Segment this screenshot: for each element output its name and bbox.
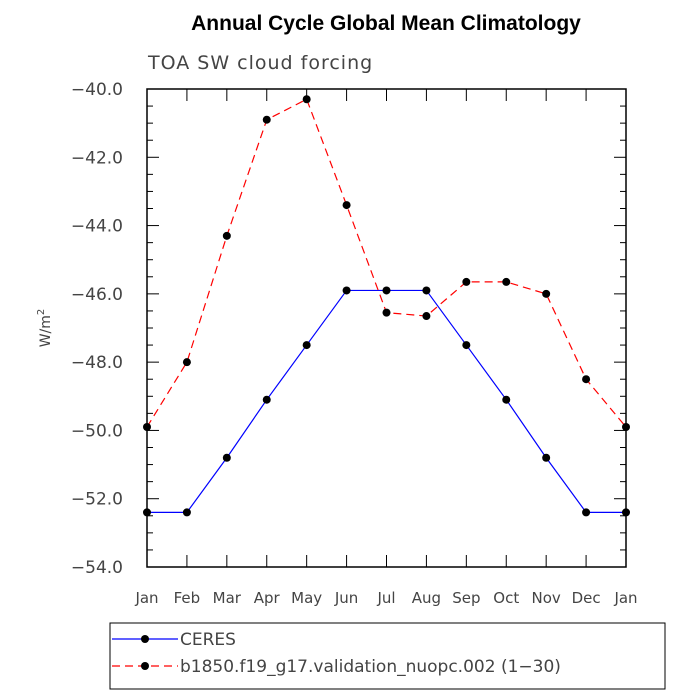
plot-frame xyxy=(146,88,627,568)
legend-marker-2 xyxy=(141,662,149,670)
series-1-point xyxy=(342,286,351,295)
chart-title: Annual Cycle Global Mean Climatology xyxy=(191,12,581,35)
series-2-point xyxy=(143,423,151,432)
plot-area xyxy=(143,88,630,568)
axis-ticks xyxy=(146,88,627,568)
series-1-point xyxy=(462,341,471,350)
y-tick-label: −44.0 xyxy=(71,217,123,237)
x-tick-labels: Jan Feb Mar Apr May Jun Jul Aug Sep Oct Nov Dec Jan xyxy=(134,589,637,607)
series-2-point xyxy=(262,115,271,124)
x-tick-label: Nov xyxy=(532,589,561,607)
legend: CERES b1850.f19_g17.validation_nuopc.002 … xyxy=(109,622,666,690)
legend-marker-1 xyxy=(141,635,149,643)
x-tick-label: Aug xyxy=(412,589,441,607)
series-2-point xyxy=(502,277,511,286)
y-tick-label: −48.0 xyxy=(71,353,123,373)
x-tick-label: Jan xyxy=(613,589,637,607)
y-axis-label-superscript: 2 xyxy=(36,309,47,315)
series-1-point xyxy=(302,341,311,350)
series-1-point xyxy=(622,508,630,517)
y-tick-label: −42.0 xyxy=(71,148,123,168)
x-tick-label: Jun xyxy=(334,589,358,607)
series-2-point xyxy=(622,423,630,432)
series-line-1 xyxy=(147,289,626,513)
x-tick-label: Feb xyxy=(174,589,201,607)
series-2-point xyxy=(182,358,191,367)
series-1-point xyxy=(182,508,191,517)
series-2-point xyxy=(222,231,231,240)
y-tick-labels: −40.0 −42.0 −44.0 −46.0 −48.0 −50.0 −52.0 −54.0 xyxy=(71,80,123,578)
series-1-point xyxy=(262,395,271,404)
series-2-point xyxy=(382,308,391,317)
series-1-point xyxy=(382,286,391,295)
series-2-point xyxy=(582,375,591,384)
y-tick-label: −40.0 xyxy=(71,80,123,100)
series-1-point xyxy=(143,508,151,517)
x-tick-label: Jul xyxy=(376,589,395,607)
legend-box xyxy=(109,622,666,690)
series-1-point xyxy=(422,286,431,295)
series-2-point xyxy=(462,277,471,286)
x-tick-label: Sep xyxy=(452,589,480,607)
legend-label-1: CERES xyxy=(180,630,236,650)
x-tick-label: Dec xyxy=(572,589,601,607)
legend-label-2: b1850.f19_g17.validation_nuopc.002 (1−30… xyxy=(180,657,561,677)
x-tick-label: Oct xyxy=(493,589,519,607)
x-tick-label: May xyxy=(291,589,322,607)
series-1-point xyxy=(582,508,591,517)
y-tick-label: −54.0 xyxy=(71,558,123,578)
series-1-point xyxy=(542,453,551,462)
chart-subtitle: TOA SW cloud forcing xyxy=(147,52,373,74)
series-2-point xyxy=(422,312,431,321)
y-tick-label: −50.0 xyxy=(71,421,123,441)
x-tick-label: Jan xyxy=(134,589,158,607)
x-tick-label: Mar xyxy=(213,589,242,607)
x-tick-label: Apr xyxy=(254,589,281,607)
y-tick-label: −46.0 xyxy=(71,285,123,305)
series-layer xyxy=(143,95,630,517)
series-1-point xyxy=(502,395,511,404)
series-2-point xyxy=(302,95,311,104)
y-axis-label: W/m2 xyxy=(36,309,54,348)
series-1-point xyxy=(222,453,231,462)
y-tick-label: −52.0 xyxy=(71,490,123,510)
series-2-point xyxy=(542,289,551,298)
series-2-point xyxy=(342,201,351,210)
legend-items: CERES b1850.f19_g17.validation_nuopc.002 … xyxy=(112,630,561,677)
y-axis-label-unit: W/m xyxy=(38,315,54,347)
series-line-2 xyxy=(146,98,627,428)
